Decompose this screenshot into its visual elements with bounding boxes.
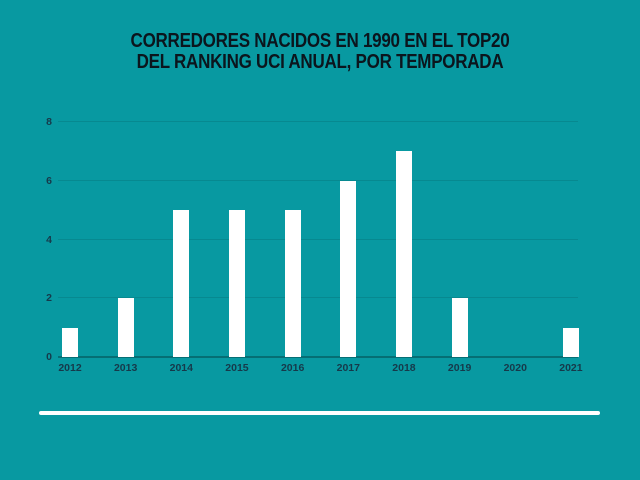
x-tick-label-2020: 2020 (503, 362, 527, 374)
bar-2021 (562, 327, 579, 357)
y-tick-label-6: 6 (46, 174, 52, 187)
bar-2018 (395, 151, 412, 357)
y-tick-label-4: 4 (46, 233, 52, 246)
gridline-y4 (58, 238, 578, 240)
bar-2016 (284, 210, 301, 357)
y-tick-label-8: 8 (46, 116, 52, 128)
gridline-y2 (58, 297, 578, 299)
bar-2013 (117, 298, 134, 357)
chart-title: CORREDORES NACIDOS EN 1990 EN EL TOP20 DE… (48, 31, 592, 73)
bar-chart-plot-area: 0 2 4 6 8 2012 2013 2014 2015 2016 2017 2018 2019 202… (46, 116, 582, 374)
footer-divider-line (39, 411, 600, 415)
x-axis-line (58, 356, 578, 358)
x-tick-label-2014: 2014 (169, 362, 193, 374)
bar-2017 (340, 180, 357, 357)
gridline-y6 (58, 179, 578, 181)
x-tick-label-2018: 2018 (392, 362, 416, 374)
bar-2012 (62, 327, 78, 357)
bar-2014 (173, 210, 190, 357)
bar-2019 (451, 298, 468, 357)
x-tick-label-2016: 2016 (280, 362, 305, 374)
x-tick-label-2019: 2019 (447, 362, 472, 374)
y-tick-label-2: 2 (46, 292, 52, 305)
y-tick-label-0: 0 (46, 351, 52, 363)
x-tick-label-2021: 2021 (559, 362, 583, 374)
chart-title-line2: DEL RANKING UCI ANUAL, POR TEMPORADA (136, 51, 504, 73)
x-tick-label-2012: 2012 (58, 362, 82, 374)
x-tick-label-2013: 2013 (113, 362, 138, 374)
gridline-y8 (58, 121, 578, 122)
chart-title-line1: CORREDORES NACIDOS EN 1990 EN EL TOP20 (130, 30, 510, 52)
x-tick-label-2017: 2017 (336, 362, 360, 374)
bar-2015 (228, 210, 245, 357)
x-tick-label-2015: 2015 (225, 362, 249, 374)
